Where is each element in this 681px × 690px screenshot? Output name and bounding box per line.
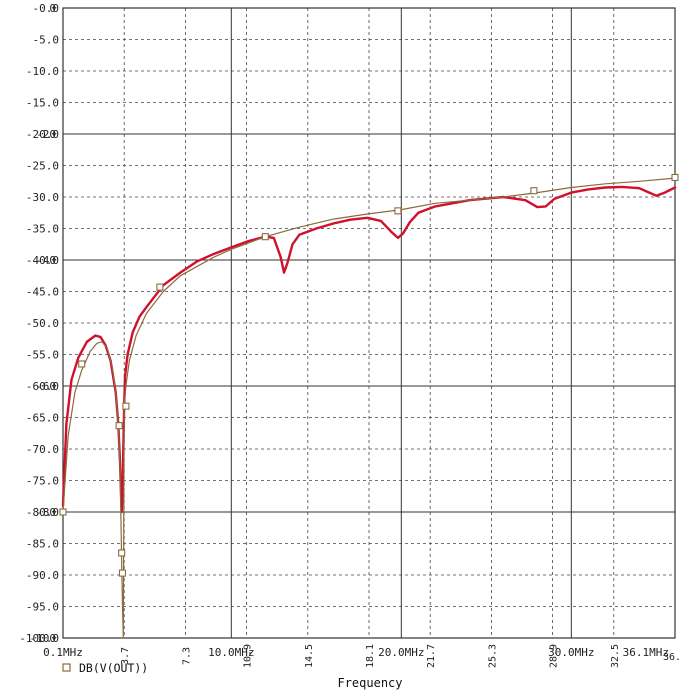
- data-marker: [59, 508, 67, 516]
- x-tick-label-major: 30.0MHz: [548, 646, 594, 659]
- y-tick-label: -20.0: [26, 128, 59, 141]
- y-tick-label-overlay: -80: [36, 506, 56, 519]
- grid: [62, 7, 676, 639]
- x-tick-label-minor: 10.9: [243, 644, 254, 668]
- data-marker: [78, 360, 86, 368]
- data-marker: [156, 283, 164, 291]
- y-tick-label: -65.0: [26, 412, 59, 425]
- x-tick-label-minor: 32.5: [610, 644, 621, 668]
- y-tick-label: -40.0: [26, 254, 59, 267]
- series-line-brown: [62, 177, 676, 639]
- y-tick-label-overlay: -20: [36, 128, 56, 141]
- x-axis-ticks: 3.7 7.3 10.9 14.5 18.1 21.7 25.3 28.9 32.5 36.1 0.…: [43, 644, 681, 668]
- data-marker: [530, 187, 538, 195]
- y-tick-label: -45.0: [26, 286, 59, 299]
- y-tick-label: -70.0: [26, 443, 59, 456]
- data-marker: [115, 422, 123, 430]
- y-tick-label: -100.0: [19, 632, 59, 645]
- x-tick-label-minor: 18.1: [365, 644, 376, 668]
- y-tick-label: -55.0: [26, 349, 59, 362]
- y-tick-label-overlay: -100: [30, 632, 57, 645]
- data-marker: [394, 207, 402, 215]
- y-tick-label: -10.0: [26, 65, 59, 78]
- y-tick-label-overlay: 0: [49, 2, 56, 15]
- legend-marker: [62, 663, 71, 672]
- y-tick-label: -60.0: [26, 380, 59, 393]
- series-line-red: [61, 185, 677, 514]
- y-tick-label: -15.0: [26, 97, 59, 110]
- x-tick-label-major: 0.1MHz: [43, 646, 83, 659]
- plot-frame: [62, 7, 676, 639]
- y-tick-label: -90.0: [26, 569, 59, 582]
- y-tick-label-overlay: -40: [36, 254, 56, 267]
- y-tick-label: -95.0: [26, 601, 59, 614]
- data-marker: [118, 569, 127, 577]
- data-marker: [118, 549, 126, 557]
- y-tick-label: -75.0: [26, 475, 59, 488]
- y-tick-label: -85.0: [26, 538, 59, 551]
- data-marker: [261, 233, 269, 241]
- y-tick-label: -25.0: [26, 160, 59, 173]
- y-tick-label: -80.0: [26, 506, 59, 519]
- y-tick-label-overlay: -60: [36, 380, 56, 393]
- legend: DB(V(OUT)): [62, 661, 148, 675]
- data-marker: [671, 173, 679, 182]
- x-tick-label-minor: 7.3: [181, 647, 192, 665]
- legend-label: DB(V(OUT)): [79, 661, 148, 675]
- x-tick-label-minor: 14.5: [304, 644, 315, 668]
- x-tick-label-major: 36.1MHz: [623, 646, 669, 659]
- x-tick-label-minor: 3.7: [120, 647, 131, 665]
- x-tick-label-major: 20.0MHz: [378, 646, 424, 659]
- x-tick-label-minor: 21.7: [426, 644, 437, 668]
- x-tick-label-minor: 36.1: [663, 652, 681, 663]
- y-tick-label: -30.0: [26, 191, 59, 204]
- series-layer: [61, 177, 677, 639]
- data-marker: [122, 402, 130, 410]
- y-tick-label: -0.0: [33, 2, 60, 15]
- y-tick-label: -5.0: [33, 34, 60, 47]
- y-tick-label: -35.0: [26, 223, 59, 236]
- y-axis-ticks: -0.0 -5.0 -10.0 -15.0 -20.0 -25.0 -30.0 -35.0 -4…: [19, 2, 59, 645]
- x-tick-label-minor: 28.9: [549, 644, 560, 668]
- marker-layer: [59, 173, 679, 577]
- y-tick-label: -50.0: [26, 317, 59, 330]
- x-tick-label-major: 10.0MHz: [208, 646, 254, 659]
- x-tick-label-minor: 25.3: [487, 644, 498, 668]
- x-axis-label: Frequency: [337, 676, 402, 690]
